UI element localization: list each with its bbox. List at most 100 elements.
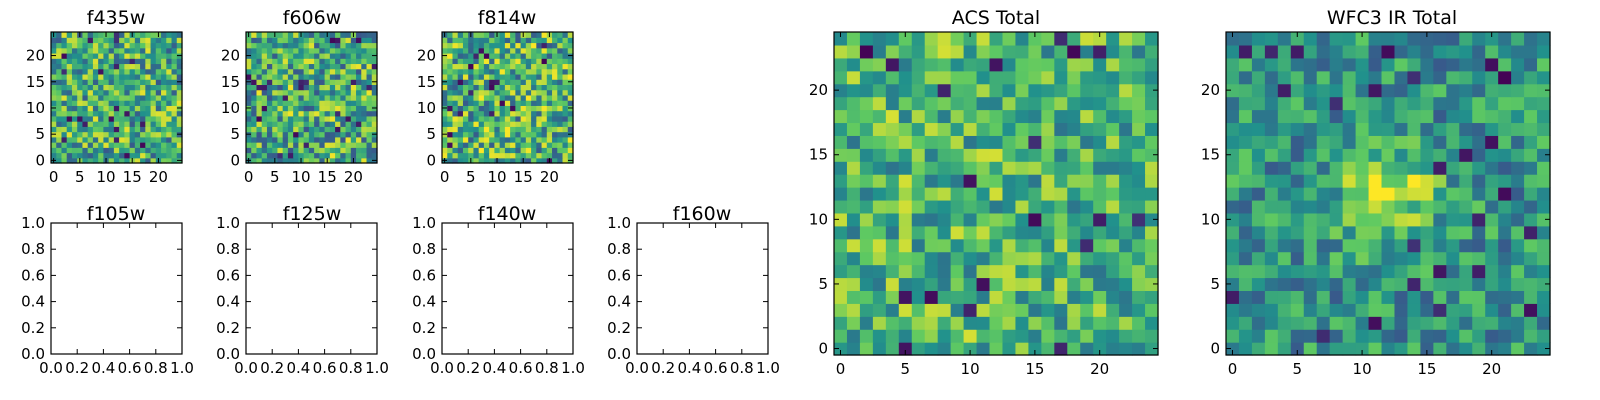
heatmap-cell: [82, 47, 89, 54]
heatmap-cell: [950, 251, 965, 266]
heatmap-cell: [1106, 70, 1120, 85]
heatmap-cell: [452, 147, 459, 154]
heatmap-cell: [1015, 212, 1029, 227]
heatmap-cell: [447, 89, 454, 96]
heatmap-cell: [251, 131, 258, 138]
heatmap-cell: [1132, 135, 1146, 149]
heatmap-cell: [324, 115, 331, 122]
heatmap-cell: [1238, 122, 1253, 136]
heatmap-cell: [61, 89, 68, 96]
heatmap-cell: [546, 126, 553, 133]
heatmap-cell: [1145, 187, 1159, 201]
heatmap-cell: [350, 126, 357, 133]
heatmap-cell: [56, 100, 63, 106]
heatmap-cell: [950, 44, 965, 59]
heatmap-cell: [56, 68, 63, 75]
heatmap-cell: [557, 136, 564, 143]
heatmap-cell: [520, 84, 527, 91]
heatmap-cell: [1119, 148, 1133, 162]
heatmap-cell: [108, 115, 115, 122]
heatmap-cell: [108, 136, 115, 143]
heatmap-cell: [155, 152, 162, 159]
heatmap-cell: [314, 32, 320, 38]
heatmap-cell: [846, 96, 861, 111]
heatmap-cell: [293, 52, 299, 59]
heatmap-cell: [246, 58, 252, 65]
heatmap-cell: [510, 152, 516, 159]
heatmap-cell: [345, 126, 352, 133]
heatmap-cell: [350, 121, 357, 127]
heatmap-cell: [150, 100, 157, 106]
heatmap-cell: [82, 157, 89, 164]
heatmap-cell: [61, 105, 68, 112]
heatmap-cell: [166, 79, 173, 85]
heatmap-cell: [1264, 199, 1279, 214]
x-tick-label: 15: [1417, 360, 1436, 378]
heatmap-cell: [442, 84, 448, 91]
heatmap-cell: [1498, 70, 1512, 85]
heatmap-cell: [287, 100, 294, 106]
heatmap-cell: [1080, 122, 1094, 136]
heatmap-cell: [510, 89, 516, 96]
heatmap-cell: [140, 126, 146, 133]
heatmap-cell: [129, 142, 136, 148]
heatmap-cell: [846, 290, 861, 304]
heatmap-cell: [277, 142, 284, 148]
heatmap-cell: [319, 47, 326, 54]
heatmap-cell: [1132, 109, 1146, 124]
heatmap-cell: [1329, 57, 1344, 72]
heatmap-cell: [557, 68, 564, 75]
heatmap-cell: [1446, 187, 1460, 201]
heatmap-cell: [350, 152, 357, 159]
heatmap-cell: [1002, 148, 1017, 162]
heatmap-cell: [1238, 238, 1253, 253]
heatmap-cell: [885, 290, 900, 304]
heatmap-cell: [1433, 57, 1447, 72]
heatmap-cell: [536, 110, 543, 117]
heatmap-cell: [950, 290, 965, 304]
x-tick-label: 15: [514, 168, 533, 186]
heatmap-cell: [1277, 109, 1292, 124]
heatmap-cell: [56, 94, 63, 101]
heatmap-cell: [134, 52, 141, 59]
heatmap-cell: [473, 73, 480, 80]
heatmap-cell: [924, 329, 939, 343]
heatmap-cell: [261, 37, 268, 44]
heatmap-cell: [145, 58, 152, 65]
heatmap-cell: [1106, 32, 1120, 46]
heatmap-cell: [82, 58, 89, 65]
heatmap-cell: [87, 79, 94, 85]
heatmap-cell: [1080, 329, 1094, 343]
heatmap-cell: [963, 251, 978, 266]
heatmap-cell: [1277, 187, 1292, 201]
heatmap-cell: [124, 115, 131, 122]
heatmap-cell: [1132, 329, 1146, 343]
heatmap-cell: [885, 70, 900, 85]
y-tick-label: 15: [1201, 146, 1220, 164]
heatmap-cell: [61, 131, 68, 138]
heatmap-cell: [1251, 70, 1266, 85]
heatmap-cell: [546, 89, 553, 96]
heatmap-cell: [92, 73, 99, 80]
heatmap-cell: [314, 42, 320, 49]
heatmap-cell: [161, 32, 167, 38]
heatmap-cell: [1080, 109, 1094, 124]
heatmap-cell: [87, 89, 94, 96]
heatmap-cell: [1368, 264, 1383, 279]
heatmap-cell: [329, 94, 336, 101]
heatmap-cell: [1119, 238, 1133, 253]
heatmap-cell: [176, 94, 183, 101]
heatmap-cell: [298, 142, 305, 148]
heatmap-cell: [1132, 83, 1146, 98]
heatmap-cell: [1537, 199, 1551, 214]
heatmap-cell: [1511, 32, 1525, 46]
heatmap-cell: [1054, 187, 1068, 201]
heatmap-cell: [113, 68, 120, 75]
heatmap-cell: [1303, 199, 1318, 214]
heatmap-cell: [1381, 161, 1396, 175]
heatmap-cell: [298, 110, 305, 117]
heatmap-cell: [1251, 199, 1266, 214]
heatmap-cell: [1381, 44, 1396, 59]
heatmap-cell: [1041, 212, 1055, 227]
heatmap-cell: [261, 142, 268, 148]
